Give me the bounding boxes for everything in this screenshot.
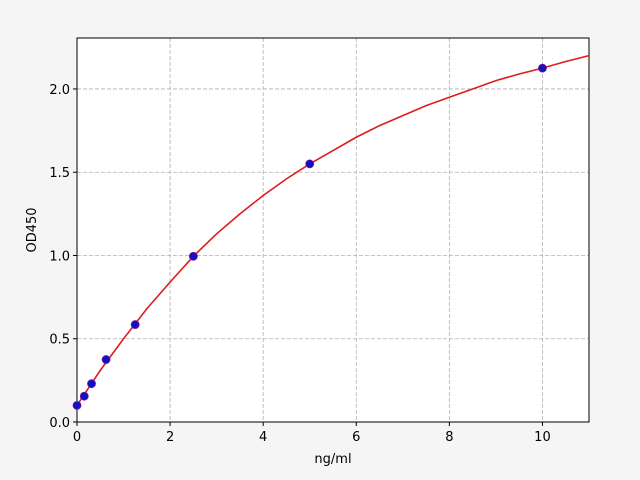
y-tick-label: 2.0 xyxy=(49,83,70,98)
x-tick-label: 4 xyxy=(259,430,267,445)
plot-area xyxy=(77,38,589,422)
plot-frame xyxy=(76,37,590,423)
data-point xyxy=(87,379,96,389)
y-axis-label: OD450 xyxy=(25,207,40,252)
data-point xyxy=(188,251,198,261)
x-tick-label: 8 xyxy=(445,430,453,445)
data-point xyxy=(538,63,547,73)
fit-curve xyxy=(76,54,590,406)
data-point xyxy=(79,391,89,401)
y-tick-label: 1.5 xyxy=(49,166,70,181)
data-point xyxy=(130,320,140,329)
data-point xyxy=(305,159,315,169)
x-tick-label: 6 xyxy=(352,430,360,445)
x-tick-label: 0 xyxy=(73,430,81,445)
x-tick-label: 2 xyxy=(166,430,174,445)
y-tick-label: 1.0 xyxy=(49,249,70,264)
y-tick-label: 0.0 xyxy=(49,416,70,431)
data-point xyxy=(72,400,82,410)
y-tick-label: 0.5 xyxy=(49,333,70,348)
data-point xyxy=(101,355,111,364)
x-axis-label: ng/ml xyxy=(314,452,351,467)
x-tick-label: 10 xyxy=(534,430,551,445)
